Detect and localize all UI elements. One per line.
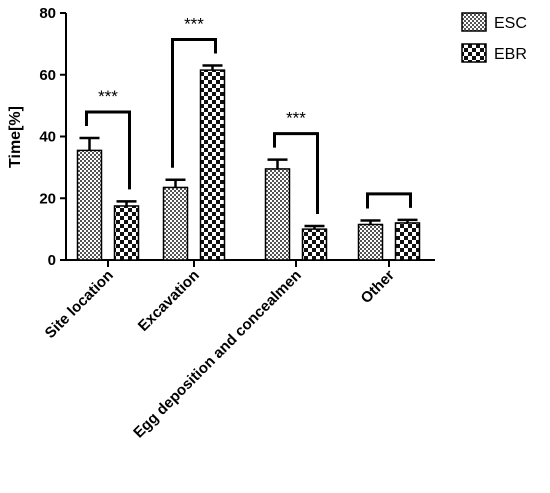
significance-label: *** [286,109,306,128]
bar-esc [264,168,291,261]
significance-bracket [273,132,319,215]
bar-esc [357,223,384,261]
bar-esc [162,186,189,261]
legend: ESC EBR [461,12,527,63]
significance-label: *** [98,87,118,106]
significance-bracket [171,37,217,168]
category-label: Site location [42,267,117,342]
bar-esc [76,149,103,261]
category-label: Other [358,267,398,307]
legend-label-ebr: EBR [494,46,527,63]
bar-ebr [301,228,328,261]
y-axis-label: Time[%] [7,106,24,168]
category-label: Egg deposition and concealmen [130,267,305,442]
category-label: Excavation [135,267,203,335]
y-tick-label: 20 [39,190,56,207]
bar-ebr [199,69,226,261]
significance-brackets: *** *** *** [85,14,412,215]
y-tick-label: 40 [39,129,56,146]
significance-bracket [366,192,412,209]
significance-bracket [85,110,131,190]
y-tick-label: 60 [39,67,56,84]
legend-swatch-esc [461,12,487,32]
legend-label-esc: ESC [494,15,527,32]
y-tick-label: 0 [48,252,56,269]
bar-ebr [394,222,421,261]
legend-swatch-ebr [461,43,487,63]
y-tick-label: 80 [39,5,56,22]
bar-ebr [113,205,140,261]
significance-label: *** [184,14,204,33]
bars [76,64,421,261]
